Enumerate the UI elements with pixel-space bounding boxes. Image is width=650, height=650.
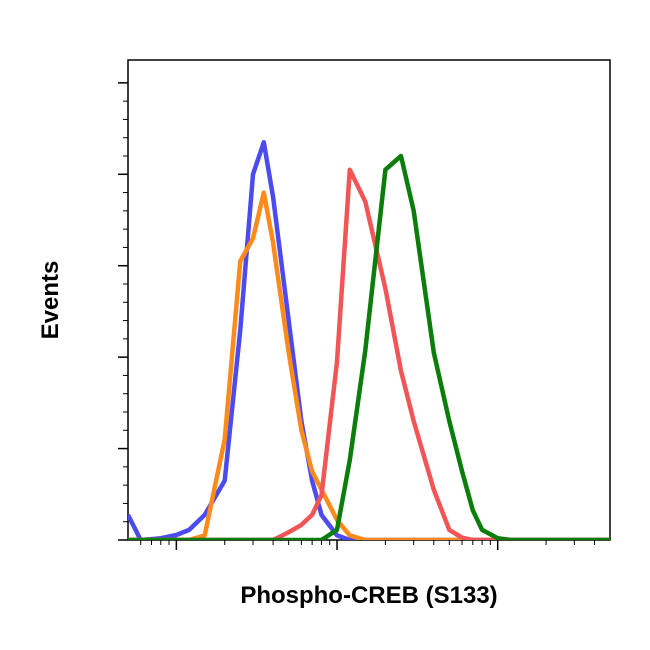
histogram-line xyxy=(128,190,610,540)
histogram-line xyxy=(128,153,610,540)
histogram-line xyxy=(128,140,610,540)
x-axis-label: Phospho-CREB (S133) xyxy=(240,582,497,609)
y-axis-label: Events xyxy=(37,261,64,340)
histogram-line xyxy=(128,167,610,540)
